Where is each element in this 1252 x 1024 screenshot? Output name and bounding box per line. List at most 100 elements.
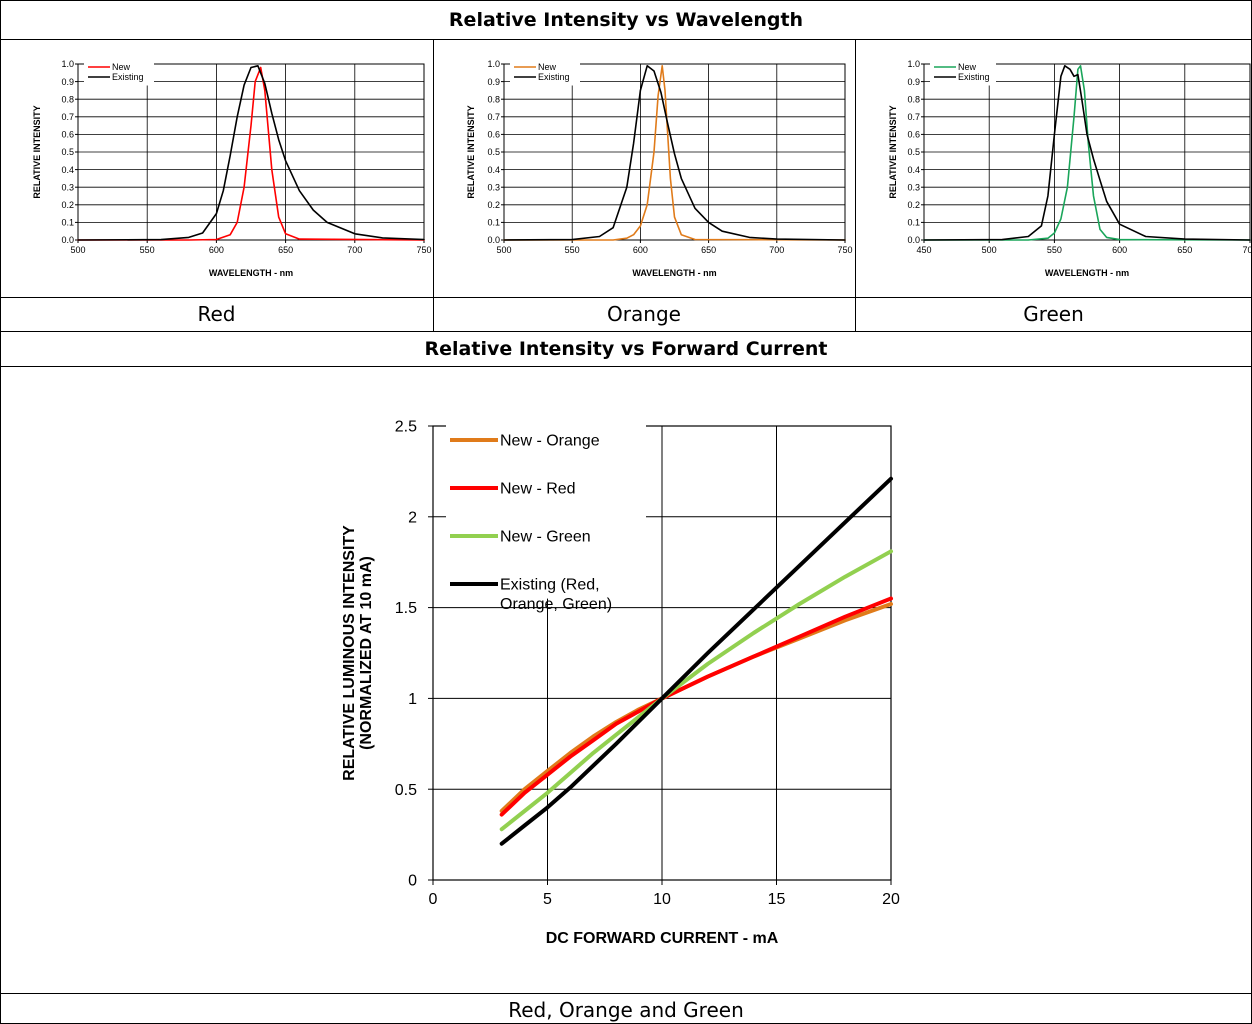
x-tick-label: 450: [916, 245, 931, 255]
y-axis-title: RELATIVE INTENSITY: [466, 105, 476, 198]
x-tick-label: 20: [882, 891, 900, 908]
y-tick-label: 1.5: [395, 600, 417, 617]
orange-spectrum-chart: 500 550 600 650 700 750 0.0 0.1 0.2 0.3 0.4 0.5 0.6 0…: [466, 59, 853, 278]
series-line-0: [77, 66, 425, 241]
divider-bottom-caption: [0, 993, 1252, 994]
x-tick-label: 750: [837, 245, 852, 255]
x-tick-label: 600: [209, 245, 224, 255]
y-tick-label: 2: [408, 509, 417, 526]
x-tick-label: 700: [769, 245, 784, 255]
series-line-0: [503, 64, 846, 241]
legend-label-1: Existing: [538, 72, 570, 82]
legend-label-0: New: [538, 62, 557, 72]
y-tick-label: 0.4: [61, 165, 74, 175]
y-tick-label: 0.6: [907, 130, 920, 140]
series-line-1: [77, 64, 425, 241]
x-axis-title: WAVELENGTH - nm: [209, 268, 293, 278]
y-tick-label: 1.0: [487, 59, 500, 69]
x-tick-label: 550: [140, 245, 155, 255]
y-tick-label: 0.4: [907, 165, 920, 175]
y-axis-title: RELATIVE INTENSITY: [888, 105, 898, 198]
x-tick-label: 600: [1112, 245, 1127, 255]
y-tick-label: 0.3: [61, 182, 74, 192]
y-tick-label: 0.1: [487, 218, 500, 228]
x-tick-label: 650: [701, 245, 716, 255]
y-axis-title: RELATIVE LUMINOUS INTENSITY: [341, 525, 358, 781]
x-tick-label: 650: [278, 245, 293, 255]
caption-green: Green: [1023, 302, 1084, 326]
x-tick-label: 5: [543, 891, 552, 908]
y-tick-label: 0.6: [61, 130, 74, 140]
current-heading: Relative Intensity vs Forward Current: [424, 338, 828, 360]
y-tick-label: 0.0: [487, 235, 500, 245]
y-tick-label: 0.0: [61, 235, 74, 245]
x-tick-label: 550: [565, 245, 580, 255]
y-tick-label: 0.2: [61, 200, 74, 210]
forward-current-chart: 0 5 10 15 20 0 0.5 1 1.5 2 2.5 DC FORWARD CURRENT -…: [341, 413, 900, 947]
x-tick-label: 15: [768, 891, 786, 908]
caption-red: Red: [197, 302, 236, 326]
legend-box: [84, 61, 154, 86]
y-tick-label: 0.8: [907, 94, 920, 104]
caption-bottom: Red, Orange and Green: [508, 998, 744, 1022]
legend-label-1: Existing: [112, 72, 144, 82]
legend-label-3-line2: Orange, Green): [500, 596, 612, 613]
green-spectrum-chart: 450 500 550 600 650 700 0.0 0.1 0.2 0.3 0.4 0.5 0.6 0…: [888, 59, 1252, 278]
y-tick-label: 0.8: [61, 94, 74, 104]
x-tick-label: 700: [1242, 245, 1252, 255]
legend-label-2: New - Green: [500, 529, 591, 546]
series-line-0: [923, 64, 1251, 241]
y-tick-label: 0.5: [487, 147, 500, 157]
legend-label-0: New: [958, 62, 977, 72]
series-line-1: [499, 596, 893, 817]
y-tick-label: 0.3: [487, 182, 500, 192]
legend-label-1: New - Red: [500, 481, 576, 498]
y-tick-label: 0.7: [907, 112, 920, 122]
y-tick-label: 2.5: [395, 419, 417, 436]
y-tick-label: 1: [408, 691, 417, 708]
divider-captions-top: [0, 297, 1252, 298]
y-tick-label: 0.7: [61, 112, 74, 122]
y-tick-label: 0.5: [61, 147, 74, 157]
divider-col-1: [433, 39, 434, 331]
series-line-1: [923, 64, 1251, 241]
y-tick-label: 0.4: [487, 165, 500, 175]
y-tick-label: 0.0: [907, 235, 920, 245]
y-tick-label: 0.2: [907, 200, 920, 210]
x-tick-label: 750: [416, 245, 431, 255]
x-tick-label: 700: [347, 245, 362, 255]
x-tick-label: 500: [70, 245, 85, 255]
x-axis-title: WAVELENGTH - nm: [632, 268, 716, 278]
y-tick-label: 0.9: [61, 77, 74, 87]
legend-label-3: Existing (Red,: [500, 577, 600, 594]
x-tick-label: 600: [633, 245, 648, 255]
legend-label-0: New - Orange: [500, 433, 600, 450]
y-tick-label: 0.7: [487, 112, 500, 122]
x-axis-title: DC FORWARD CURRENT - mA: [546, 930, 779, 947]
y-tick-label: 0.9: [907, 77, 920, 87]
x-tick-label: 0: [429, 891, 438, 908]
y-axis-title-line2: (NORMALIZED AT 10 mA): [358, 556, 375, 750]
y-axis-title: RELATIVE INTENSITY: [32, 105, 42, 198]
x-tick-label: 500: [982, 245, 997, 255]
legend-box: [510, 61, 580, 86]
legend-box: [930, 61, 996, 86]
y-tick-label: 1.0: [907, 59, 920, 69]
divider-captions-bottom: [0, 331, 1252, 332]
y-tick-label: 0.1: [907, 218, 920, 228]
legend-box: [446, 413, 646, 599]
red-spectrum-chart: 500 550 600 650 700 750 0.0 0.1 0.2 0.3 0.4 0.5 0.6 0…: [32, 59, 432, 278]
y-tick-label: 0.5: [907, 147, 920, 157]
legend-label-1: Existing: [958, 72, 990, 82]
y-tick-label: 0.8: [487, 94, 500, 104]
y-tick-label: 1.0: [61, 59, 74, 69]
y-tick-label: 0.5: [395, 782, 417, 799]
x-tick-label: 550: [1047, 245, 1062, 255]
x-tick-label: 650: [1177, 245, 1192, 255]
y-tick-label: 0: [408, 873, 417, 890]
series-line-3: [499, 476, 893, 846]
x-axis-title: WAVELENGTH - nm: [1045, 268, 1129, 278]
y-tick-label: 0.6: [487, 130, 500, 140]
series-line-2: [499, 549, 893, 832]
caption-orange: Orange: [607, 302, 681, 326]
